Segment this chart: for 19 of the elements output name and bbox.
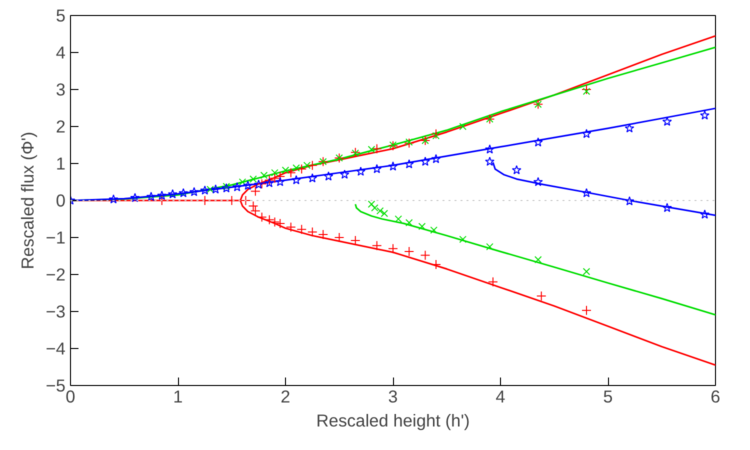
y-tick-label: 5 [56,6,66,26]
x-tick-label: 4 [496,386,506,406]
y-tick-label: 2 [56,116,66,136]
y-tick-label: 0 [56,190,66,210]
y-tick-label: −2 [46,264,66,284]
x-axis-title: Rescaled height (h') [316,410,470,430]
y-tick-label: −4 [46,338,66,358]
y-tick-label: −5 [46,376,66,396]
x-tick-label: 6 [710,386,720,406]
y-tick-label: 3 [56,80,66,100]
y-tick-label: −1 [46,228,66,248]
x-tick-label: 5 [603,386,613,406]
x-tick-label: 3 [388,386,398,406]
x-tick-label: 2 [280,386,290,406]
y-axis-title: Rescaled flux (Φ') [18,132,38,270]
x-tick-label: 1 [173,386,183,406]
y-tick-label: 4 [56,42,66,62]
y-tick-label: −3 [46,302,66,322]
y-tick-label: 1 [56,154,66,174]
